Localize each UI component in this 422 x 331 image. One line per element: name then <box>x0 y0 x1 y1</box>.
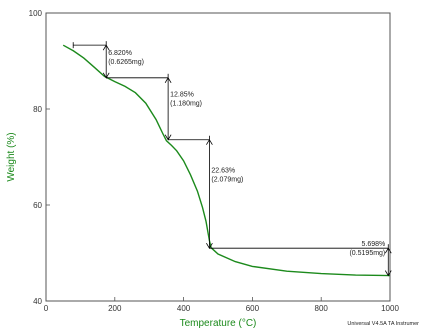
x-tick-label: 1000 <box>381 304 399 313</box>
step-arrow-down <box>384 270 392 277</box>
x-tick-label: 0 <box>44 304 49 313</box>
step-percent-label: 22.63% <box>211 167 235 174</box>
y-tick-label: 80 <box>33 105 42 114</box>
step-mass-label: (1.180mg) <box>170 100 202 107</box>
y-tick-label: 60 <box>33 201 42 210</box>
step-arrow-up <box>206 138 213 145</box>
step-arrow-up <box>384 247 392 254</box>
x-tick-label: 600 <box>246 304 260 313</box>
step-arrow-up <box>102 44 110 51</box>
step-percent-label: 6.820% <box>108 50 132 57</box>
step-percent-label: 5.698% <box>362 241 386 248</box>
step-percent-label: 12.85% <box>170 91 194 98</box>
step-annotations: 6.820% (0.6265mg) 12.85% (1.180mg) 22.63% (2.… <box>72 41 392 277</box>
y-tick-label: 40 <box>33 297 42 306</box>
step-mass-label: (0.6265mg) <box>108 59 144 66</box>
x-tick-label: 800 <box>315 304 329 313</box>
step-mass-label: (0.5195mg) <box>349 250 385 257</box>
y-tick-label: 100 <box>29 9 43 18</box>
step-mass-label: (2.079mg) <box>211 176 243 183</box>
x-tick-label: 200 <box>108 304 122 313</box>
step-arrow-up <box>164 77 172 84</box>
plot-frame <box>45 12 391 302</box>
plot-border <box>45 12 391 302</box>
instrument-footer: Universal V4.5A TA Instrumer <box>347 321 419 327</box>
weight-loss-curve <box>62 44 391 277</box>
series-layer <box>62 44 391 277</box>
y-axis-title: Weight (%) <box>6 132 17 181</box>
x-tick-label: 400 <box>177 304 191 313</box>
x-axis-title: Temperature (°C) <box>180 318 257 329</box>
axis-ticks: 0 200 400 600 800 1000 40 60 80 100 <box>29 9 400 313</box>
